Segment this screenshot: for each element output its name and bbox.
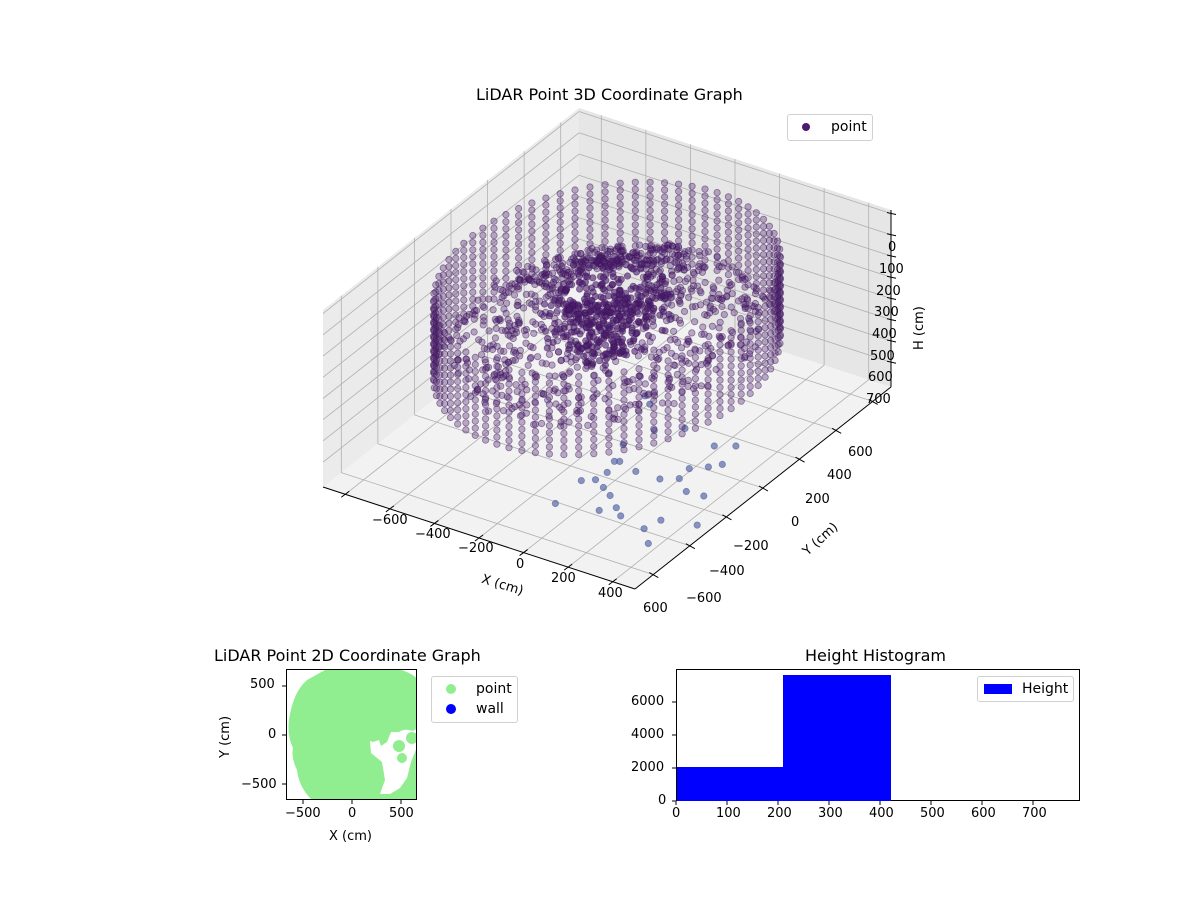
histogram-bar — [677, 767, 783, 801]
x3d-tick: 600 — [643, 601, 668, 616]
plot2d-legend: point wall — [431, 676, 518, 723]
legend-label-height: Height — [1022, 681, 1069, 697]
x2d-axis-label: X (cm) — [329, 829, 372, 844]
legend-marker-wall-icon — [446, 704, 456, 714]
hist-y-tick: 4000 — [631, 727, 665, 742]
legend-label-point: point — [476, 681, 512, 697]
z3d-tick: 600 — [868, 370, 893, 385]
z3d-tick: 400 — [872, 327, 897, 342]
y3d-tick: −400 — [709, 564, 745, 579]
plot3d-legend: point — [787, 114, 873, 141]
x2d-tick: 0 — [348, 806, 357, 821]
z3d-tick: 200 — [876, 284, 901, 299]
z3d-tick: 100 — [879, 262, 904, 277]
hist-x-tick: 600 — [971, 806, 996, 821]
plot3d-title: LiDAR Point 3D Coordinate Graph — [476, 85, 743, 104]
y2d-tick: −500 — [241, 777, 277, 792]
plot2d-axes — [286, 669, 417, 800]
y3d-tick: 600 — [848, 445, 873, 460]
legend-label-point: point — [831, 119, 867, 135]
hist-x-tick: 400 — [869, 806, 894, 821]
hist-x-tick: 0 — [672, 806, 681, 821]
y3d-tick: −600 — [686, 591, 722, 606]
hist-y-tick: 0 — [658, 793, 667, 808]
z3d-tick: 0 — [888, 240, 897, 255]
hist-x-tick: 200 — [767, 806, 792, 821]
x2d-tick: −500 — [285, 806, 321, 821]
legend-marker-point-icon — [446, 684, 456, 694]
z3d-tick: 300 — [874, 305, 899, 320]
plot2d-title: LiDAR Point 2D Coordinate Graph — [214, 646, 481, 665]
legend-label-wall: wall — [476, 701, 504, 717]
x3d-tick: 0 — [516, 557, 525, 572]
legend-patch-height-icon — [984, 684, 1012, 694]
hist-x-tick: 100 — [716, 806, 741, 821]
z3d-axis-label: H (cm) — [912, 306, 927, 350]
x3d-tick: 200 — [551, 571, 576, 586]
legend-marker-point-icon — [802, 123, 810, 131]
hist-x-tick: 700 — [1022, 806, 1047, 821]
y3d-tick: 400 — [827, 468, 852, 483]
x3d-tick: −600 — [372, 513, 408, 528]
hist-x-tick: 300 — [818, 806, 843, 821]
z3d-tick: 700 — [866, 392, 891, 407]
x3d-tick: 400 — [598, 586, 623, 601]
y2d-axis-label: Y (cm) — [218, 715, 233, 758]
x3d-tick: −400 — [415, 527, 451, 542]
histogram-bar — [783, 675, 891, 801]
y3d-tick: −200 — [733, 539, 769, 554]
y2d-tick: 0 — [268, 727, 277, 742]
z3d-tick: 500 — [870, 349, 895, 364]
hist-y-tick: 6000 — [631, 694, 665, 709]
histogram-legend: Height — [977, 676, 1074, 702]
y3d-tick: 200 — [805, 492, 830, 507]
plot3d-canvas — [322, 108, 897, 590]
y2d-tick: 500 — [250, 677, 275, 692]
hist-x-tick: 500 — [920, 806, 945, 821]
histogram-title: Height Histogram — [805, 646, 946, 665]
x3d-tick: −200 — [458, 541, 494, 556]
hist-y-tick: 2000 — [631, 760, 665, 775]
y3d-tick: 0 — [791, 515, 800, 530]
plot2d-scatter — [288, 670, 416, 799]
x2d-tick: 500 — [389, 806, 414, 821]
